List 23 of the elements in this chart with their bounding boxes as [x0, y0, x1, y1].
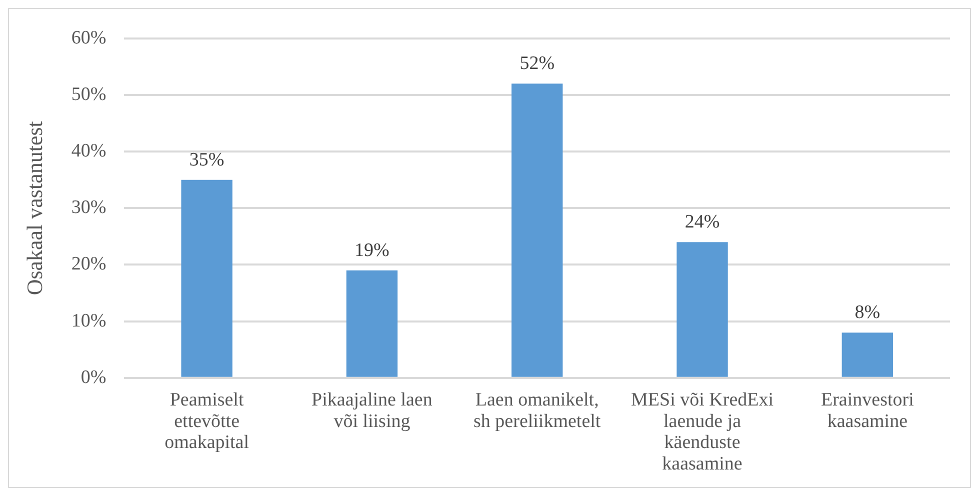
y-axis-title: Osakaal vastanutest: [22, 121, 47, 296]
bar: [512, 84, 563, 377]
bar: [346, 270, 398, 377]
bar: [181, 180, 232, 377]
x-tick-label: MESi või KredExi laenude ja käenduste kaasamine: [631, 390, 774, 474]
data-label: 19%: [354, 240, 390, 261]
data-label: 8%: [854, 302, 880, 324]
x-tick-label: Erainvestori kaasamine: [820, 390, 914, 432]
y-tick-label: 20%: [71, 254, 106, 275]
data-label: 52%: [520, 53, 555, 74]
x-tick-label: Laen omanikelt, sh pereliikmetelt: [474, 390, 602, 432]
bar: [676, 242, 728, 377]
bar: [842, 332, 894, 377]
y-tick-label: 10%: [71, 310, 106, 332]
x-tick-label: Pikaajaline laen või liising: [312, 390, 433, 432]
y-tick-label: 40%: [71, 140, 106, 162]
y-tick-label: 0%: [80, 366, 106, 388]
data-label: 35%: [189, 149, 224, 170]
x-tick-label: Peamiselt ettevõtte omakapital: [164, 390, 250, 454]
y-tick-label: 60%: [71, 27, 106, 48]
data-label: 24%: [684, 212, 720, 233]
y-tick-label: 30%: [71, 197, 106, 218]
y-tick-label: 50%: [71, 84, 106, 105]
